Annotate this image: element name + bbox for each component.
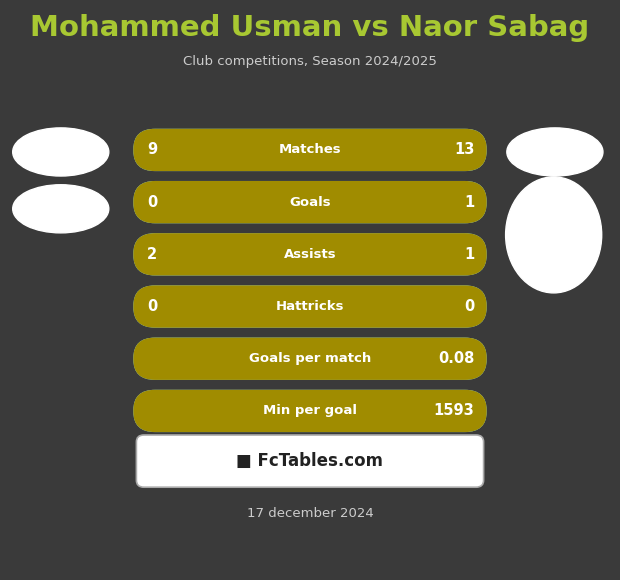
FancyBboxPatch shape [133, 390, 487, 432]
Text: Min per goal: Min per goal [263, 404, 357, 418]
Text: Club competitions, Season 2024/2025: Club competitions, Season 2024/2025 [183, 55, 437, 68]
Ellipse shape [13, 128, 109, 176]
FancyBboxPatch shape [133, 181, 487, 223]
Text: Matches: Matches [278, 143, 342, 157]
Text: Hattricks: Hattricks [276, 300, 344, 313]
Text: Goals per match: Goals per match [249, 352, 371, 365]
Text: Assists: Assists [284, 248, 336, 261]
Ellipse shape [505, 177, 601, 293]
Text: 0.08: 0.08 [438, 351, 474, 366]
FancyBboxPatch shape [133, 181, 487, 223]
Text: 1: 1 [464, 247, 474, 262]
Ellipse shape [507, 128, 603, 176]
Text: 13: 13 [454, 143, 474, 157]
Text: 9: 9 [147, 143, 157, 157]
FancyBboxPatch shape [133, 285, 487, 328]
Text: 17 december 2024: 17 december 2024 [247, 507, 373, 520]
Text: 0: 0 [147, 299, 157, 314]
FancyBboxPatch shape [133, 390, 487, 432]
FancyBboxPatch shape [133, 233, 487, 276]
Text: 0: 0 [147, 195, 157, 209]
Text: Mohammed Usman vs Naor Sabag: Mohammed Usman vs Naor Sabag [30, 14, 590, 42]
FancyBboxPatch shape [133, 129, 487, 171]
FancyBboxPatch shape [133, 233, 487, 276]
Text: 1593: 1593 [433, 404, 474, 418]
Text: 0: 0 [464, 299, 474, 314]
FancyBboxPatch shape [133, 129, 487, 171]
FancyBboxPatch shape [133, 338, 487, 380]
Text: 2: 2 [147, 247, 157, 262]
FancyBboxPatch shape [136, 435, 484, 487]
Ellipse shape [13, 184, 109, 233]
Text: 1: 1 [464, 195, 474, 209]
Text: ■ FcTables.com: ■ FcTables.com [236, 452, 384, 470]
Text: Goals: Goals [289, 195, 331, 209]
FancyBboxPatch shape [133, 285, 487, 328]
FancyBboxPatch shape [133, 338, 487, 380]
